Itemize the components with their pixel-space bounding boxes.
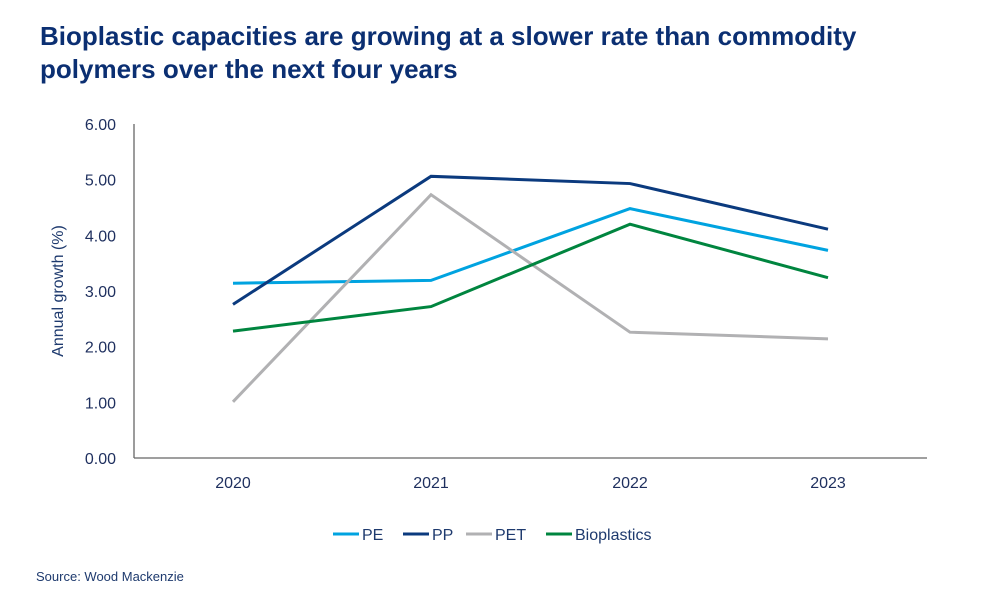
x-tick-label: 2021	[413, 475, 449, 492]
source-note: Source: Wood Mackenzie	[36, 569, 184, 584]
y-tick-label: 0.00	[85, 451, 116, 468]
series-line-bioplastics	[232, 222, 829, 333]
y-tick-label: 5.00	[85, 173, 116, 190]
series-line-pp	[232, 174, 829, 306]
y-tick-label: 2.00	[85, 340, 116, 357]
legend-label-pe: PE	[362, 527, 383, 544]
y-tick-label: 6.00	[85, 117, 116, 134]
y-tick-label: 4.00	[85, 228, 116, 245]
legend-label-pet: PET	[495, 527, 526, 544]
x-tick-label: 2022	[612, 475, 648, 492]
series-line-pet	[231, 192, 829, 403]
x-tick-label: 2023	[810, 475, 846, 492]
x-tick-label: 2020	[215, 475, 251, 492]
legend-label-pp: PP	[432, 527, 453, 544]
legend-label-bioplastics: Bioplastics	[575, 527, 651, 544]
y-tick-label: 1.00	[85, 395, 116, 412]
chart-title: Bioplastic capacities are growing at a s…	[40, 21, 857, 84]
series-line-pe	[232, 207, 829, 285]
y-tick-label: 3.00	[85, 284, 116, 301]
y-axis-label: Annual growth (%)	[50, 225, 67, 357]
